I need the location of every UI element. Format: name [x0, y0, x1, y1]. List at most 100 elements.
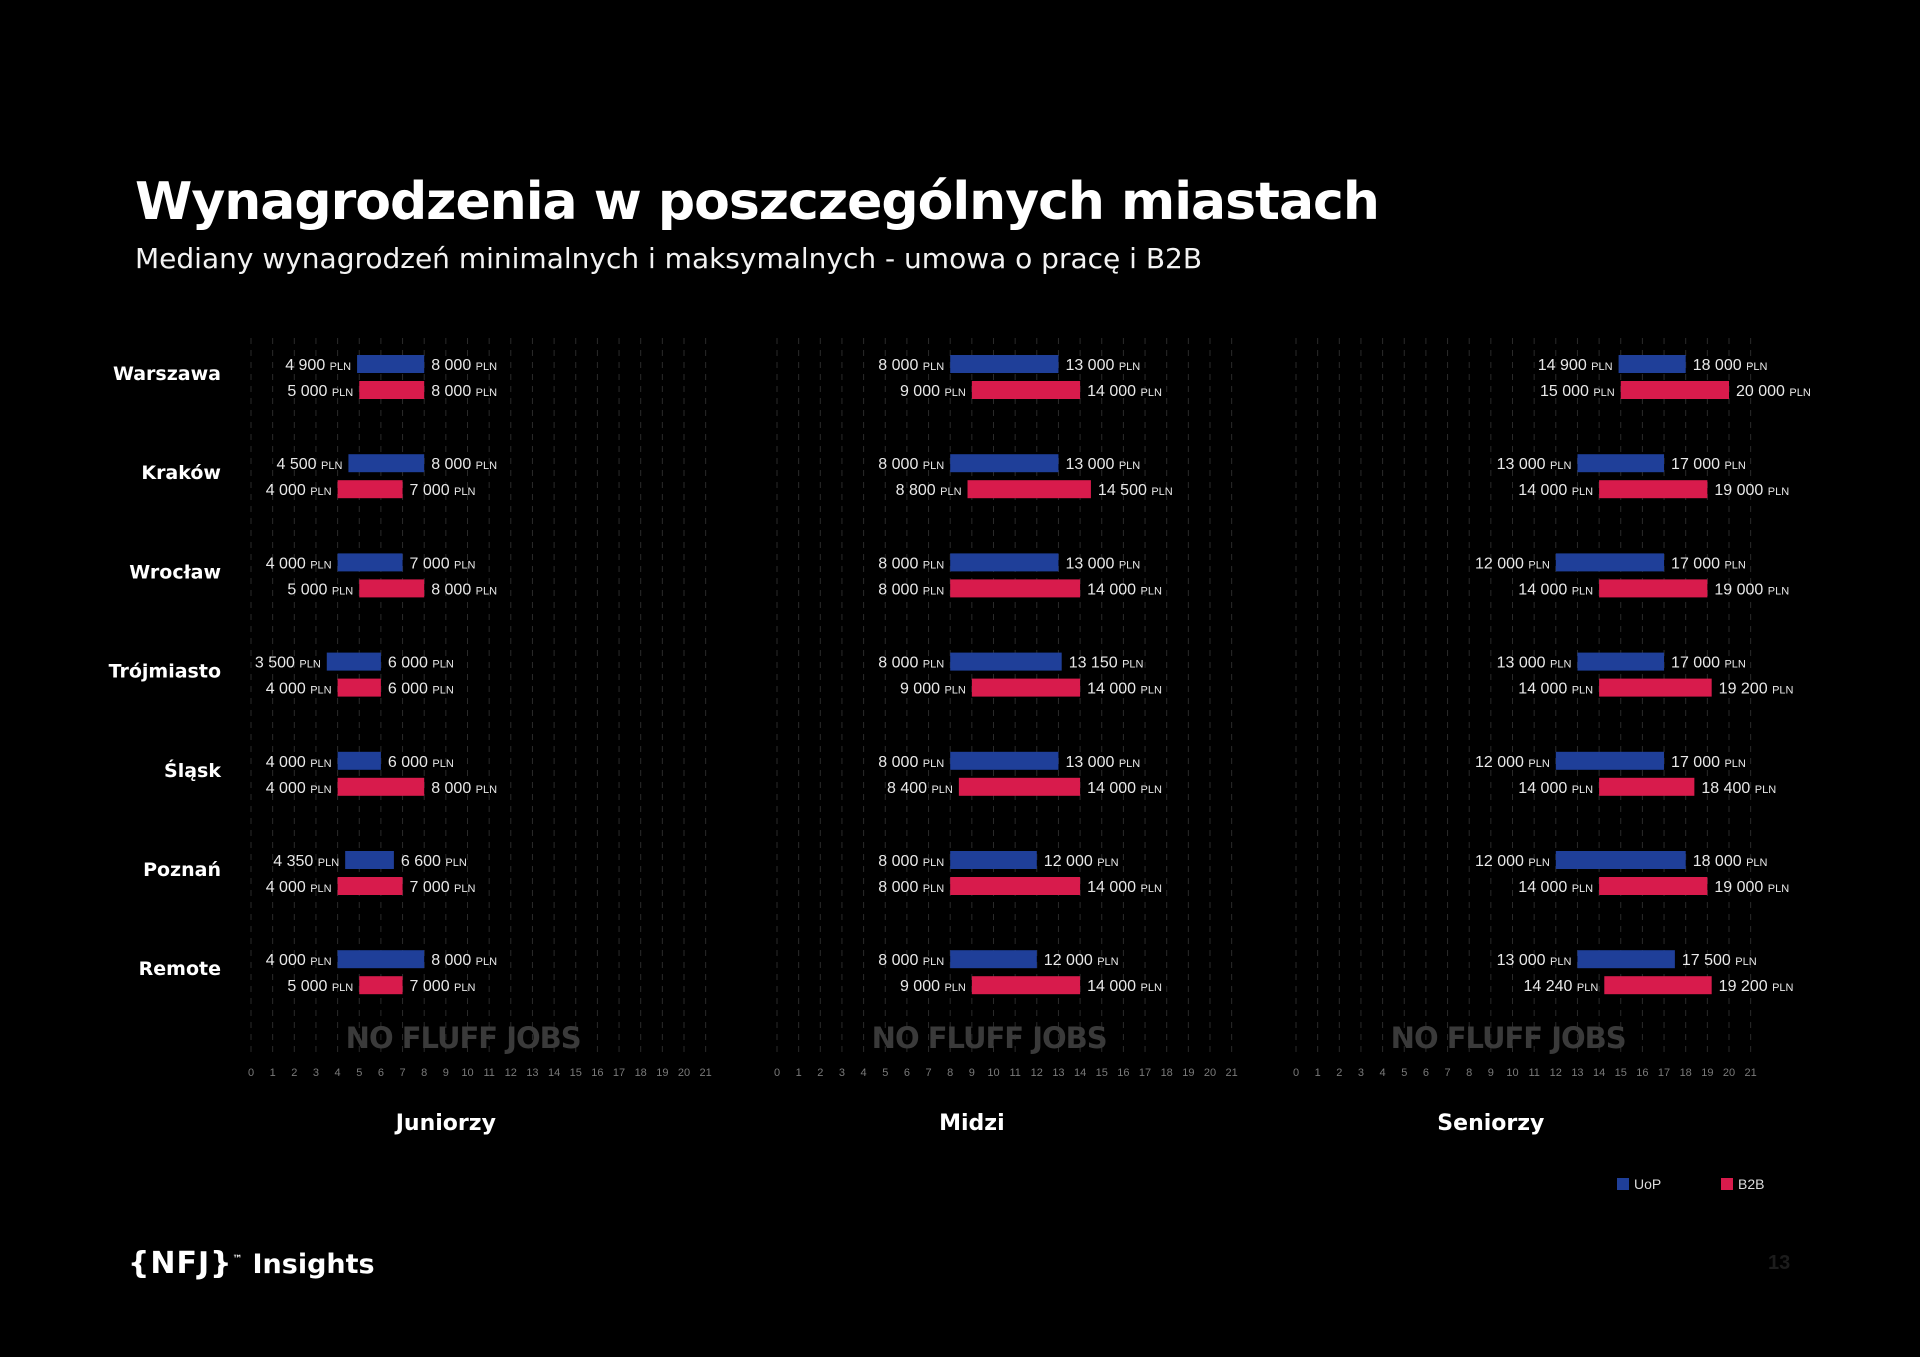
min-value-label: 4 000 PLN — [266, 555, 332, 572]
x-tick-label: 4 — [861, 1067, 867, 1079]
range-bar — [1599, 678, 1712, 697]
max-value-label: 6 000 PLN — [388, 681, 454, 698]
max-value-label: 14 500 PLN — [1098, 482, 1173, 499]
range-bar — [1555, 751, 1665, 770]
max-value-label: 17 000 PLN — [1671, 456, 1746, 473]
max-value-label: 8 000 PLN — [431, 581, 497, 598]
x-tick-label: 14 — [1593, 1067, 1605, 1079]
max-value-label: 17 500 PLN — [1682, 952, 1757, 969]
x-tick-label: 3 — [839, 1067, 845, 1079]
range-bar — [337, 877, 403, 895]
range-bar — [337, 751, 381, 770]
range-bar — [1555, 851, 1686, 869]
x-tick-label: 19 — [1182, 1067, 1194, 1079]
max-value-label: 13 000 PLN — [1065, 555, 1140, 572]
range-bar — [348, 454, 425, 473]
range-bar — [950, 355, 1059, 373]
min-value-label: 4 000 PLN — [266, 780, 332, 797]
max-value-label: 14 000 PLN — [1087, 780, 1162, 797]
x-tick-label: 3 — [313, 1067, 319, 1079]
min-value-label: 4 000 PLN — [266, 482, 332, 499]
max-value-label: 14 000 PLN — [1087, 879, 1162, 896]
x-tick-label: 2 — [291, 1067, 297, 1079]
max-value-label: 17 000 PLN — [1671, 754, 1746, 771]
range-bar — [337, 950, 425, 969]
max-value-label: 13 000 PLN — [1065, 357, 1140, 374]
max-value-label: 6 000 PLN — [388, 655, 454, 672]
legend-label: UoP — [1634, 1176, 1661, 1192]
panel-label: Midzi — [939, 1111, 1005, 1136]
x-tick-label: 21 — [1226, 1067, 1238, 1079]
range-bar — [950, 454, 1059, 473]
x-tick-label: 12 — [1031, 1067, 1043, 1079]
max-value-label: 19 000 PLN — [1714, 581, 1789, 598]
min-value-label: 4 000 PLN — [266, 754, 332, 771]
max-value-label: 8 000 PLN — [431, 952, 497, 969]
x-tick-label: 4 — [335, 1067, 341, 1079]
range-bar — [950, 579, 1081, 598]
range-bar — [1599, 480, 1708, 499]
legend-swatch — [1721, 1178, 1733, 1190]
x-tick-label: 18 — [635, 1067, 647, 1079]
range-bar — [1577, 454, 1665, 473]
x-tick-label: 10 — [987, 1067, 999, 1079]
x-tick-label: 3 — [1358, 1067, 1364, 1079]
max-value-label: 18 400 PLN — [1701, 780, 1776, 797]
max-value-label: 14 000 PLN — [1087, 978, 1162, 995]
city-label: Wrocław — [129, 561, 221, 583]
x-tick-label: 6 — [1423, 1067, 1429, 1079]
min-value-label: 12 000 PLN — [1475, 853, 1550, 870]
min-value-label: 3 500 PLN — [255, 655, 321, 672]
min-value-label: 13 000 PLN — [1497, 655, 1572, 672]
x-tick-label: 4 — [1380, 1067, 1386, 1079]
range-bar — [950, 950, 1037, 969]
range-bar — [1577, 652, 1665, 671]
x-tick-label: 1 — [796, 1067, 802, 1079]
max-value-label: 8 000 PLN — [431, 357, 497, 374]
x-tick-label: 9 — [1488, 1067, 1494, 1079]
min-value-label: 14 000 PLN — [1518, 581, 1593, 598]
range-bar — [359, 579, 425, 598]
range-bar — [1599, 777, 1695, 796]
range-bar — [971, 976, 1081, 995]
x-tick-label: 19 — [656, 1067, 668, 1079]
city-label: Kraków — [141, 462, 221, 484]
x-tick-label: 0 — [1293, 1067, 1299, 1079]
min-value-label: 8 000 PLN — [878, 879, 944, 896]
min-value-label: 8 000 PLN — [878, 555, 944, 572]
min-value-label: 8 400 PLN — [887, 780, 953, 797]
x-tick-label: 6 — [904, 1067, 910, 1079]
x-tick-label: 5 — [356, 1067, 362, 1079]
panel-label: Juniorzy — [394, 1111, 496, 1136]
range-bar — [337, 553, 403, 572]
min-value-label: 14 000 PLN — [1518, 780, 1593, 797]
x-tick-label: 1 — [270, 1067, 276, 1079]
x-tick-label: 0 — [774, 1067, 780, 1079]
x-tick-label: 21 — [700, 1067, 712, 1079]
x-tick-label: 10 — [461, 1067, 473, 1079]
x-tick-label: 11 — [483, 1067, 494, 1079]
range-bar — [345, 851, 394, 869]
range-bar — [337, 480, 403, 499]
max-value-label: 6 600 PLN — [401, 853, 467, 870]
range-bar — [326, 652, 381, 671]
min-value-label: 9 000 PLN — [900, 681, 966, 698]
max-value-label: 19 200 PLN — [1719, 978, 1794, 995]
min-value-label: 9 000 PLN — [900, 978, 966, 995]
watermark: NO FLUFF JOBS — [872, 1021, 1107, 1055]
max-value-label: 13 000 PLN — [1065, 754, 1140, 771]
min-value-label: 4 000 PLN — [266, 879, 332, 896]
min-value-label: 8 000 PLN — [878, 581, 944, 598]
max-value-label: 8 000 PLN — [431, 456, 497, 473]
x-tick-label: 18 — [1161, 1067, 1173, 1079]
range-bar — [1620, 381, 1729, 399]
range-bar — [971, 678, 1081, 697]
x-tick-label: 6 — [378, 1067, 384, 1079]
range-bar — [337, 678, 381, 697]
panel-label: Seniorzy — [1437, 1111, 1544, 1136]
range-bar — [1604, 976, 1712, 995]
x-tick-label: 7 — [1444, 1067, 1450, 1079]
range-bar — [1618, 355, 1686, 373]
max-value-label: 12 000 PLN — [1044, 853, 1119, 870]
range-bar — [950, 652, 1062, 671]
